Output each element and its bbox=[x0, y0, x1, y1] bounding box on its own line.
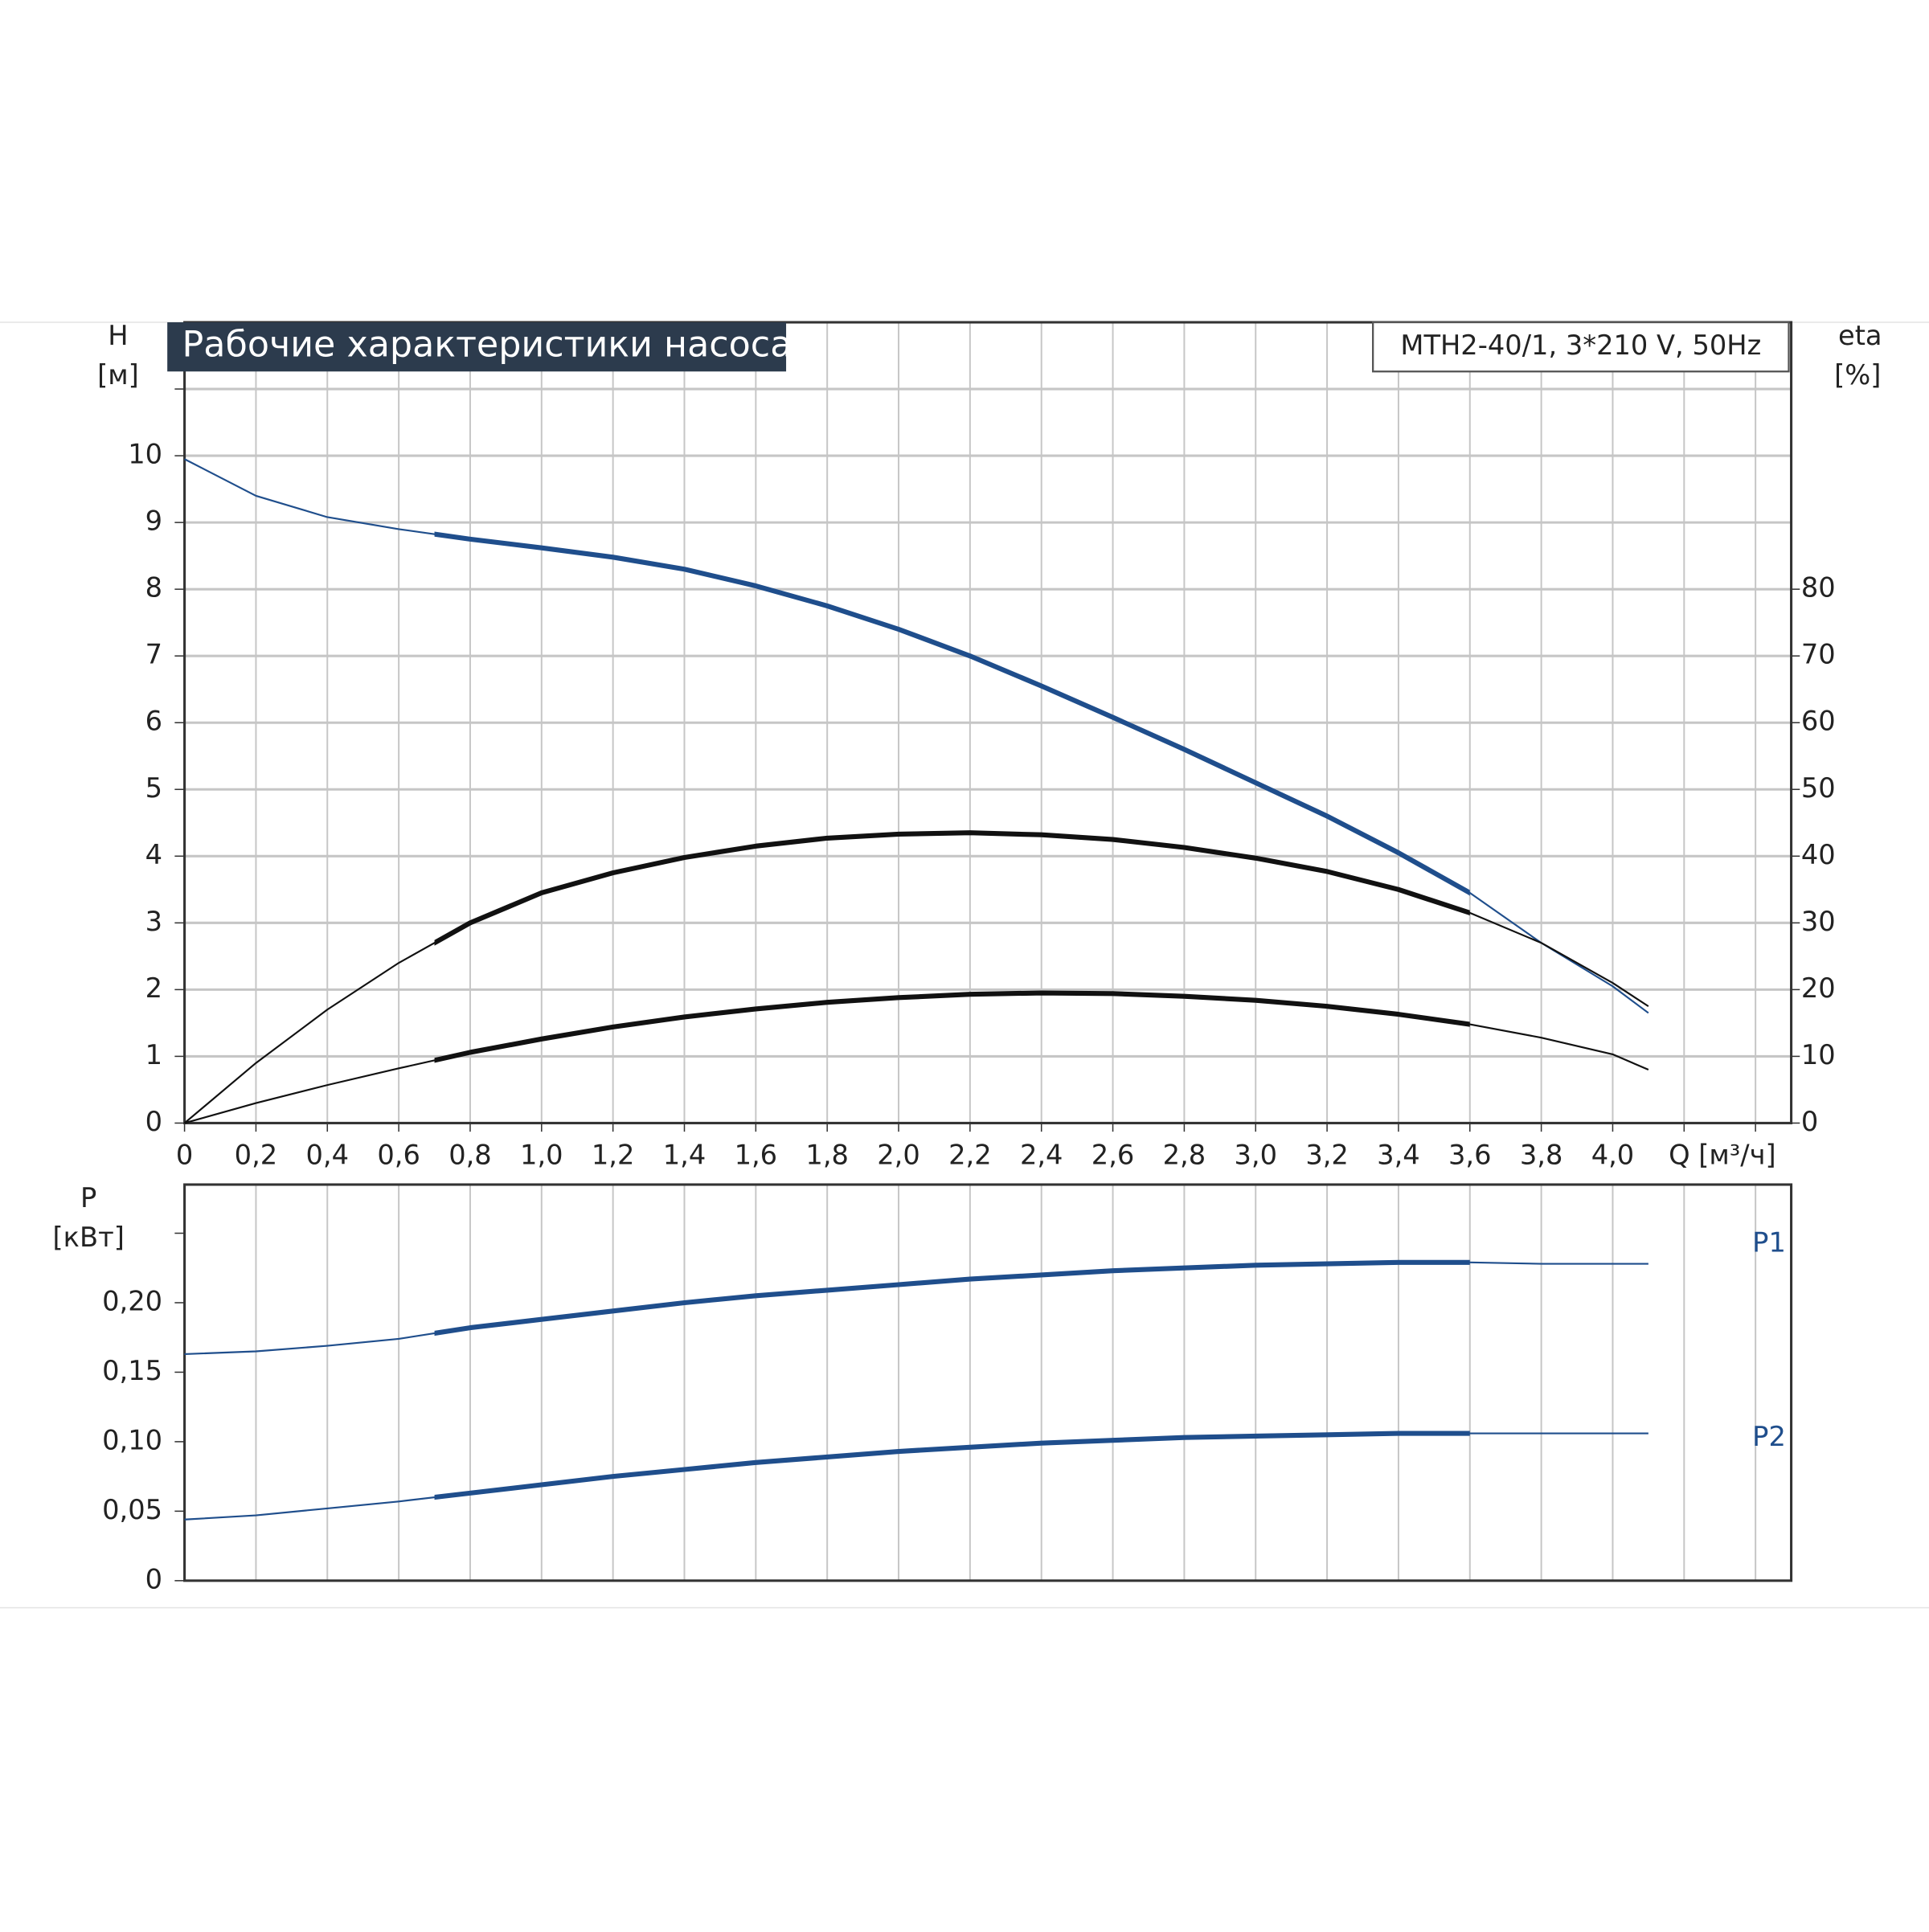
model-box bbox=[1372, 321, 1790, 373]
x-axis-label: Q [м³/ч] bbox=[1669, 1139, 1776, 1170]
x-tick-label: 0,6 bbox=[377, 1139, 420, 1170]
y-tick-label: 5 bbox=[145, 772, 162, 804]
y2-tick-label: 70 bbox=[1801, 639, 1836, 670]
x-tick-label: 2,4 bbox=[1020, 1139, 1063, 1170]
curve-highlight bbox=[434, 531, 1470, 896]
x-tick-label: 0,2 bbox=[235, 1139, 278, 1170]
y-tick-label: 10 bbox=[128, 439, 162, 470]
x-tick-label: 2,2 bbox=[948, 1139, 992, 1170]
x-tick-label: 2,6 bbox=[1091, 1139, 1135, 1170]
x-tick-label: 1,2 bbox=[592, 1139, 635, 1170]
y-tick-label: 0,05 bbox=[102, 1494, 162, 1525]
y2-tick-label: 20 bbox=[1801, 972, 1836, 1004]
x-tick-label: 0 bbox=[176, 1139, 193, 1170]
y-tick-label: 6 bbox=[145, 706, 162, 737]
x-tick-label: 3,2 bbox=[1305, 1139, 1349, 1170]
curve bbox=[184, 992, 1649, 1124]
y-axis-unit: [кВт] bbox=[53, 1222, 125, 1253]
y2-tick-label: 30 bbox=[1801, 906, 1836, 937]
y-tick-label: 0,10 bbox=[102, 1424, 162, 1455]
y2-axis-unit: [%] bbox=[1834, 359, 1881, 391]
y-axis-label: H bbox=[108, 320, 128, 351]
y-tick-label: 0,15 bbox=[102, 1355, 162, 1386]
y2-tick-label: 80 bbox=[1801, 572, 1836, 604]
x-tick-label: 4,0 bbox=[1591, 1139, 1635, 1170]
y-tick-label: 4 bbox=[145, 839, 162, 870]
curve bbox=[184, 1432, 1648, 1521]
curve-highlight bbox=[434, 1431, 1470, 1500]
y-tick-label: 0 bbox=[145, 1563, 162, 1594]
y-axis-unit: [м] bbox=[97, 359, 139, 391]
title-box bbox=[167, 322, 787, 372]
series-label: P1 bbox=[1752, 1227, 1786, 1259]
y-tick-label: 3 bbox=[145, 906, 162, 937]
curve-highlight bbox=[434, 830, 1470, 946]
y2-tick-label: 40 bbox=[1801, 839, 1836, 870]
plot-frame bbox=[183, 1183, 1793, 1582]
y2-tick-label: 10 bbox=[1801, 1039, 1836, 1070]
x-tick-label: 3,8 bbox=[1520, 1139, 1563, 1170]
y-tick-label: 1 bbox=[145, 1039, 162, 1070]
y2-axis-label: eta bbox=[1838, 320, 1882, 351]
y-tick-label: 2 bbox=[145, 972, 162, 1004]
chart-title: Рабочие характеристики насоса bbox=[182, 325, 792, 366]
x-tick-label: 1,0 bbox=[520, 1139, 563, 1170]
x-tick-label: 2,0 bbox=[877, 1139, 920, 1170]
y2-tick-label: 0 bbox=[1801, 1106, 1818, 1137]
y2-tick-label: 50 bbox=[1801, 772, 1836, 804]
series-label: P2 bbox=[1752, 1421, 1786, 1452]
x-tick-label: 0,4 bbox=[306, 1139, 350, 1170]
plot-frame bbox=[183, 321, 1793, 1124]
x-tick-label: 1,4 bbox=[663, 1139, 706, 1170]
curve-highlight bbox=[434, 990, 1470, 1063]
x-tick-label: 3,0 bbox=[1234, 1139, 1277, 1170]
x-tick-label: 1,8 bbox=[805, 1139, 849, 1170]
curve bbox=[184, 1261, 1648, 1356]
curve bbox=[184, 458, 1649, 1014]
y-tick-label: 8 bbox=[145, 572, 162, 604]
y-axis-label: P bbox=[80, 1182, 96, 1214]
curve-highlight bbox=[434, 1259, 1470, 1336]
x-tick-label: 3,4 bbox=[1377, 1139, 1420, 1170]
y2-tick-label: 60 bbox=[1801, 706, 1836, 737]
curve bbox=[183, 832, 1649, 1124]
x-tick-label: 1,6 bbox=[735, 1139, 778, 1170]
y-tick-label: 7 bbox=[145, 639, 162, 670]
y-tick-label: 0,20 bbox=[102, 1285, 162, 1316]
y-tick-label: 9 bbox=[145, 506, 162, 537]
plots: 0 0,2 0,4 0,6 0,8 1,0 1,2 1,4 1,6 1,8 2,0 2,2 2,4 2,6… bbox=[53, 320, 1882, 1594]
x-tick-label: 3,6 bbox=[1448, 1139, 1492, 1170]
x-tick-label: 2,8 bbox=[1163, 1139, 1206, 1170]
y-tick-label: 0 bbox=[145, 1106, 162, 1137]
model-label: MTH2-40/1, 3*210 V, 50Hz bbox=[1400, 330, 1761, 361]
x-tick-label: 0,8 bbox=[448, 1139, 492, 1170]
